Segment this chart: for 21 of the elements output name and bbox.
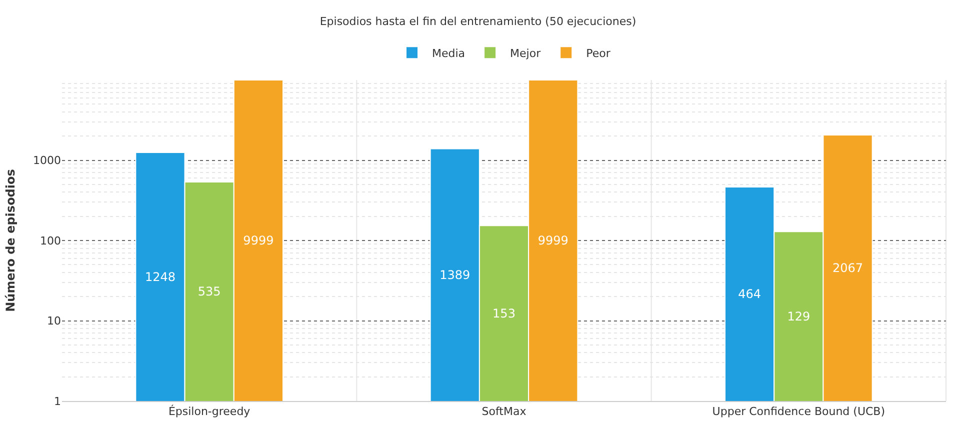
legend-label: Mejor [510,46,542,60]
data-label: 129 [787,309,810,324]
x-tick-label: Épsilon-greedy [168,404,251,418]
data-label: 9999 [538,234,568,248]
data-label: 1248 [144,270,176,284]
data-label: 535 [198,284,221,299]
data-label: 9999 [243,234,274,248]
x-tick-label: Upper Confidence Bound (UCB) [712,405,886,418]
legend-label: Peor [586,46,611,60]
x-tick-label: SoftMax [482,405,527,418]
data-label: 464 [738,287,762,302]
data-label: 2067 [832,260,864,275]
data-label: 1389 [440,268,470,282]
chart-title: Episodios hasta el fin del entrenamiento (50 ejecuciones) [320,14,636,28]
y-axis-title: Número de episodios [3,169,18,312]
legend-label: Media [432,46,466,60]
y-tick-label: 1000 [33,154,61,168]
y-tick-label: 100 [40,234,61,248]
data-label: 153 [492,306,516,320]
y-tick-label: 1 [54,394,61,408]
y-tick-label: 10 [47,314,61,328]
